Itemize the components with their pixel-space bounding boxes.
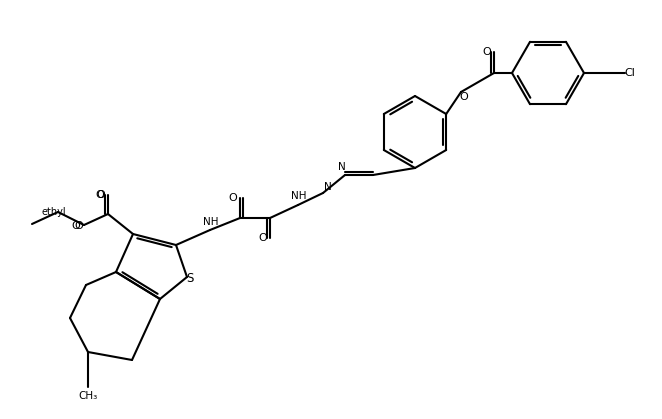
Text: S: S [186,272,194,285]
Text: O: O [75,221,83,231]
Text: O: O [483,47,491,57]
Text: O: O [71,221,80,231]
Text: N: N [324,182,332,192]
Text: NH: NH [203,217,218,227]
Text: CH₃: CH₃ [78,391,97,401]
Text: NH: NH [291,191,307,201]
Text: Cl: Cl [624,68,636,78]
Text: N: N [338,162,346,172]
Text: O: O [97,190,105,200]
Text: O: O [95,190,105,200]
Text: O: O [459,92,469,102]
Text: O: O [228,193,238,203]
Text: O: O [259,233,267,243]
Text: ethyl: ethyl [42,207,66,217]
